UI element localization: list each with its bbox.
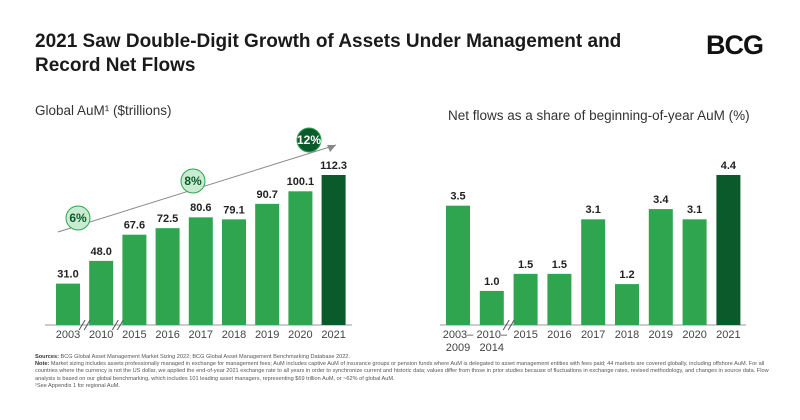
- x-tick-label: 2003: [55, 329, 81, 341]
- growth-label: 6%: [69, 211, 87, 225]
- bar: [122, 234, 147, 325]
- bar: [513, 273, 538, 325]
- x-tick-label: 2020: [288, 329, 313, 341]
- value-label: 80.6: [190, 202, 211, 214]
- x-tick-label: 2015: [122, 329, 147, 341]
- growth-label: 8%: [184, 174, 202, 188]
- break-stroke: [502, 319, 510, 331]
- chart-title: Global AuM¹ ($trillions): [35, 103, 172, 118]
- growth-badge: [296, 127, 322, 153]
- x-tick-label: 2010: [88, 329, 114, 341]
- x-tick-label: 2020: [682, 329, 707, 341]
- value-label: 48.0: [90, 246, 111, 258]
- sources-label: Sources:: [35, 354, 59, 360]
- break-stroke: [116, 319, 124, 331]
- x-tick-label: 2003– 2009: [442, 329, 474, 354]
- x-tick-label: 2015: [513, 329, 538, 341]
- growth-label: 12%: [297, 133, 321, 147]
- sources-text: BCG Global Asset Management Market Sizin…: [60, 354, 350, 360]
- x-tick-label: 2017: [580, 329, 606, 341]
- axis-break: [502, 319, 515, 331]
- bar: [446, 205, 470, 325]
- x-tick-label: 2016: [155, 329, 180, 341]
- bar: [648, 209, 673, 325]
- x-tick-label: 2021: [716, 329, 741, 341]
- logo: BCG: [706, 30, 764, 60]
- x-tick-label: 2017: [188, 329, 214, 341]
- value-label: 72.5: [157, 213, 178, 225]
- x-tick-label: 2021: [321, 329, 346, 341]
- bar: [581, 219, 606, 325]
- x-tick-label: 2010– 2014: [476, 329, 508, 354]
- bar: [716, 175, 741, 325]
- growth-badge: [180, 168, 206, 194]
- break-stroke: [111, 319, 119, 331]
- bar: [188, 217, 213, 325]
- value-label: 90.7: [256, 189, 277, 201]
- break-stroke: [83, 319, 91, 331]
- value-label: 67.6: [124, 220, 145, 232]
- value-label: 31.0: [57, 268, 78, 280]
- x-tick-label: 2018: [221, 329, 247, 341]
- value-label: 1.0: [484, 276, 499, 288]
- value-label: 3.5: [450, 191, 465, 203]
- value-label: 4.4: [721, 160, 737, 172]
- bar: [56, 283, 80, 325]
- note-text: Market sizing includes assets profession…: [35, 361, 769, 382]
- value-label: 3.1: [586, 204, 601, 216]
- value-label: 1.5: [552, 259, 567, 271]
- value-label: 79.1: [223, 204, 244, 216]
- value-label: 3.1: [687, 204, 702, 216]
- bar: [222, 219, 246, 325]
- value-label: 112.3: [320, 160, 347, 172]
- bar: [615, 284, 639, 325]
- axis-break: [111, 319, 124, 331]
- sources: Sources: BCG Global Asset Management Mar…: [35, 354, 775, 361]
- arrow-head: [327, 145, 336, 152]
- chart-title: Net flows as a share of beginning-of-yea…: [448, 108, 750, 123]
- value-label: 3.4: [653, 194, 669, 206]
- break-stroke: [78, 319, 86, 331]
- value-label: 1.5: [518, 259, 533, 271]
- x-tick-label: 2016: [547, 329, 572, 341]
- bar: [547, 273, 572, 325]
- x-tick-label: 2019: [254, 329, 280, 341]
- x-tick-label: 2018: [614, 329, 640, 341]
- footnotes: Sources: BCG Global Asset Management Mar…: [35, 354, 775, 390]
- value-label: 100.1: [287, 176, 315, 188]
- x-tick-label: 2019: [648, 329, 674, 341]
- page-title: 2021 Saw Double-Digit Growth of Assets U…: [35, 31, 622, 76]
- bar: [288, 191, 313, 325]
- axis-break: [78, 319, 91, 331]
- value-label: 1.2: [619, 269, 634, 281]
- bar: [682, 219, 707, 325]
- note-label: Note:: [35, 361, 50, 368]
- appendix: ¹See Appendix 1 for regional AuM.: [35, 382, 120, 389]
- bar: [255, 203, 280, 325]
- bar: [321, 175, 346, 325]
- growth-badge: [65, 205, 91, 231]
- note: Note: Market sizing includes assets prof…: [35, 361, 775, 383]
- bar: [479, 290, 504, 325]
- break-stroke: [507, 319, 515, 331]
- bar: [155, 228, 180, 325]
- bar: [89, 260, 114, 325]
